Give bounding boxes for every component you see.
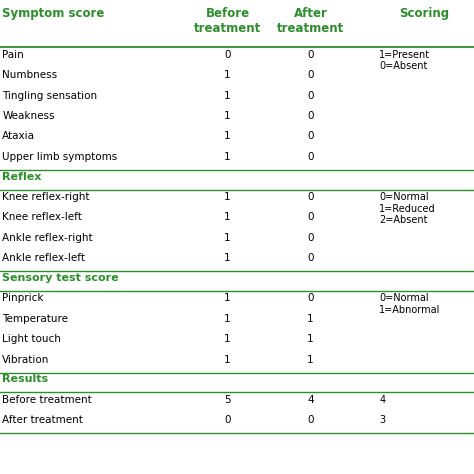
Text: 1: 1 [224, 314, 231, 324]
Text: After
treatment: After treatment [277, 7, 344, 35]
Text: Numbness: Numbness [2, 70, 57, 80]
Text: 1: 1 [224, 70, 231, 80]
Text: 0: 0 [307, 233, 314, 243]
Text: Ataxia: Ataxia [2, 131, 36, 141]
Text: Pain: Pain [2, 50, 24, 60]
Text: After treatment: After treatment [2, 415, 83, 425]
Text: Pinprick: Pinprick [2, 293, 44, 303]
Text: 1: 1 [224, 131, 231, 141]
Text: Light touch: Light touch [2, 334, 61, 344]
Text: 1: 1 [224, 334, 231, 344]
Text: Knee reflex-left: Knee reflex-left [2, 212, 82, 222]
Text: 1: 1 [224, 152, 231, 162]
Text: 0: 0 [307, 152, 314, 162]
Text: 1: 1 [307, 334, 314, 344]
Text: 0=Normal
1=Reduced
2=Absent: 0=Normal 1=Reduced 2=Absent [379, 192, 436, 225]
Text: Ankle reflex-left: Ankle reflex-left [2, 253, 85, 263]
Text: 1: 1 [224, 91, 231, 100]
Text: 0: 0 [307, 212, 314, 222]
Text: Scoring: Scoring [399, 7, 449, 20]
Text: 1=Present
0=Absent: 1=Present 0=Absent [379, 50, 430, 72]
Text: 1: 1 [224, 212, 231, 222]
Text: 4: 4 [307, 395, 314, 405]
Text: 4: 4 [379, 395, 385, 405]
Text: Weakness: Weakness [2, 111, 55, 121]
Text: 0: 0 [307, 111, 314, 121]
Text: Before treatment: Before treatment [2, 395, 92, 405]
Text: Knee reflex-right: Knee reflex-right [2, 192, 90, 202]
Text: Tingling sensation: Tingling sensation [2, 91, 98, 100]
Text: 0: 0 [307, 253, 314, 263]
Text: Reflex: Reflex [2, 172, 42, 182]
Text: 1: 1 [224, 293, 231, 303]
Text: 3: 3 [379, 415, 385, 425]
Text: 0: 0 [224, 50, 231, 60]
Text: Before
treatment: Before treatment [194, 7, 261, 35]
Text: Sensory test score: Sensory test score [2, 273, 119, 283]
Text: 1: 1 [307, 314, 314, 324]
Text: Vibration: Vibration [2, 355, 50, 365]
Text: 0: 0 [224, 415, 231, 425]
Text: 0=Normal
1=Abnormal: 0=Normal 1=Abnormal [379, 293, 440, 315]
Text: Temperature: Temperature [2, 314, 68, 324]
Text: 1: 1 [224, 253, 231, 263]
Text: 0: 0 [307, 415, 314, 425]
Text: Upper limb symptoms: Upper limb symptoms [2, 152, 118, 162]
Text: 1: 1 [307, 355, 314, 365]
Text: 1: 1 [224, 233, 231, 243]
Text: 1: 1 [224, 111, 231, 121]
Text: 1: 1 [224, 355, 231, 365]
Text: Results: Results [2, 374, 48, 384]
Text: 0: 0 [307, 50, 314, 60]
Text: 0: 0 [307, 91, 314, 100]
Text: 0: 0 [307, 293, 314, 303]
Text: Symptom score: Symptom score [2, 7, 105, 20]
Text: Ankle reflex-right: Ankle reflex-right [2, 233, 93, 243]
Text: 1: 1 [224, 192, 231, 202]
Text: 0: 0 [307, 70, 314, 80]
Text: 0: 0 [307, 131, 314, 141]
Text: 5: 5 [224, 395, 231, 405]
Text: 0: 0 [307, 192, 314, 202]
